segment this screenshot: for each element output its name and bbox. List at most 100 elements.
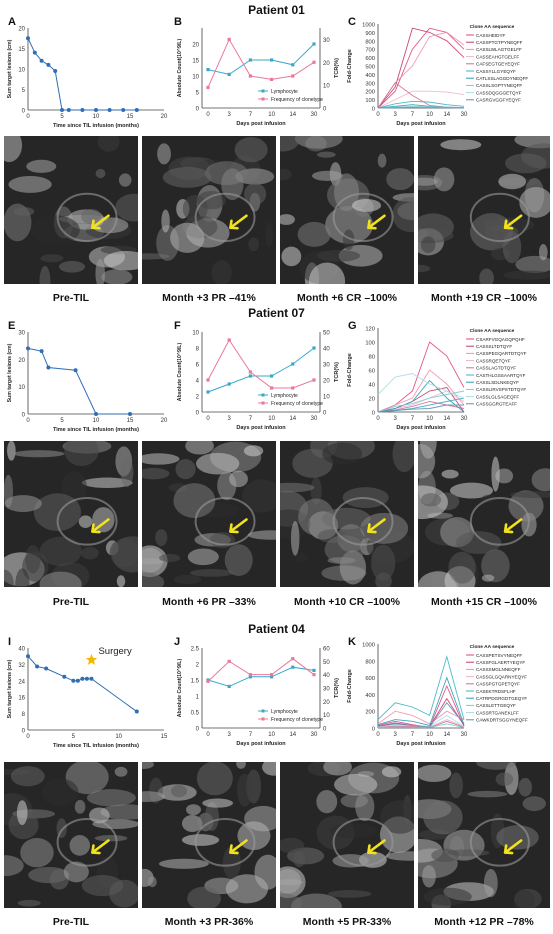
data-point (270, 386, 274, 390)
lesion-chart: 0 10 20 30 0 5 10 15 20 Time since TIL infusion (… (7, 331, 168, 434)
y2-tick-label: 10 (323, 713, 330, 719)
x-tick-label: 3 (394, 416, 398, 422)
mri-tissue (294, 136, 343, 149)
x-tick-label: 0 (206, 732, 210, 738)
mri-image (280, 441, 414, 587)
mri-scan (142, 441, 276, 587)
mri-tissue (81, 546, 99, 560)
panel-label: E (8, 320, 16, 332)
mri-tissue (114, 766, 128, 777)
legend-label: CASSEAHGTGELFF (476, 54, 519, 59)
panel-label: A (8, 16, 16, 28)
y-tick-label: 10 (18, 68, 25, 74)
arrow-icon-head (91, 523, 101, 534)
mri-image (4, 762, 138, 908)
mri-tissue (327, 890, 372, 898)
data-point (270, 77, 274, 82)
y2-axis-label: TCR(%) (334, 678, 340, 698)
data-point (227, 37, 231, 42)
legend-label: CASSSMGLNNEQFF (476, 667, 521, 672)
x-tick-label: 3 (394, 112, 398, 118)
y-axis-label: Fold-Change (347, 669, 353, 703)
series-line (207, 347, 315, 393)
legend-label: CASSGLGQARNYEQYF (476, 674, 527, 679)
mri-caption: Pre-TIL (52, 916, 90, 928)
mri-tissue (298, 498, 335, 536)
legend-label: CASSPGTGPETQYF (476, 682, 520, 687)
y-tick-label: 0 (22, 413, 26, 419)
mri-tissue (116, 575, 126, 587)
x-tick-label: 10 (426, 416, 433, 422)
x-tick-label: 0 (376, 112, 380, 118)
counts-chart: 0 0.5 1 1.5 2 2.5 0 10 20 30 40 50 60 0 3 7 10 14 30 Days p… (177, 647, 340, 748)
mri-tissue (495, 772, 514, 786)
y2-tick-label: 50 (323, 331, 330, 337)
mri-tissue (495, 468, 514, 484)
data-point (248, 374, 252, 378)
data-point (39, 58, 44, 63)
panel-label: K (348, 636, 356, 648)
arrow-icon-head (229, 219, 239, 230)
legend-label: CATRPDGRGDTGEQYF (476, 696, 527, 701)
x-axis-label: Time since TIL infusion (months) (53, 427, 139, 433)
data-point (80, 108, 85, 112)
legend-label: CASSLAGTDTQYF (476, 366, 516, 371)
mri-tissue (49, 869, 69, 890)
mri-tissue (222, 846, 241, 879)
y-tick-label: 0 (196, 107, 200, 113)
legend-label: CASSPETSVYNEQFF (476, 653, 522, 658)
series-line (377, 404, 464, 413)
mri-tissue (538, 244, 548, 261)
mri-tissue (280, 214, 295, 225)
y-tick-label: 0.5 (191, 711, 200, 717)
mri-tissue (86, 789, 136, 807)
legend-label: CASSLETTGEQYF (476, 703, 516, 708)
mri-tissue (280, 168, 292, 181)
data-point (66, 108, 71, 112)
mri-tissue (509, 491, 550, 499)
arrow-icon (91, 839, 110, 854)
mri-tissue (342, 229, 355, 251)
mri-tissue (311, 170, 343, 181)
legend-marker (261, 709, 265, 713)
mri-tissue (26, 159, 57, 173)
data-point (227, 338, 231, 342)
arrow-icon (91, 214, 110, 230)
data-point (227, 684, 231, 688)
y-tick-label: 16 (18, 696, 25, 702)
mri-tissue (294, 552, 309, 562)
data-point (270, 58, 274, 62)
mri-tissue (97, 136, 120, 152)
patient-title: Patient 07 (248, 306, 305, 320)
mri-structure (56, 496, 118, 546)
y-tick-label: 32 (18, 663, 25, 669)
data-point (80, 676, 85, 681)
arrow-icon-head (503, 844, 514, 855)
mri-tissue (243, 445, 264, 457)
mri-tissue (522, 796, 546, 812)
y-tick-label: 1 (196, 695, 200, 701)
mri-tissue (147, 876, 157, 888)
mri-tissue (422, 865, 436, 888)
mri-tissue (186, 804, 201, 816)
mri-tissue (502, 231, 522, 264)
arrow-icon-head (367, 844, 377, 855)
mri-tissue (420, 236, 436, 254)
mri-tissue (120, 457, 134, 488)
mri-tissue (25, 544, 41, 574)
surgery-annotation: Surgery (98, 646, 132, 657)
data-point (248, 370, 252, 374)
panel-label: J (174, 636, 181, 648)
x-tick-label: 3 (228, 732, 232, 738)
y-tick-label: 900 (365, 31, 375, 37)
mri-structure (469, 496, 530, 546)
series-line (377, 27, 465, 109)
clones-chart: 0 20 40 60 80 100 120 0 3 7 10 14 30 Days post infusi… (347, 327, 527, 432)
legend-title: Clone AA sequence (470, 328, 515, 334)
data-point (32, 50, 37, 55)
mri-tissue (514, 890, 535, 908)
mri-tissue (385, 851, 414, 861)
legend-label: Lymphocyte (271, 393, 298, 399)
y-axis-label: Absolute Count(10^9/L) (177, 659, 183, 718)
x-tick-label: 7 (249, 112, 253, 118)
